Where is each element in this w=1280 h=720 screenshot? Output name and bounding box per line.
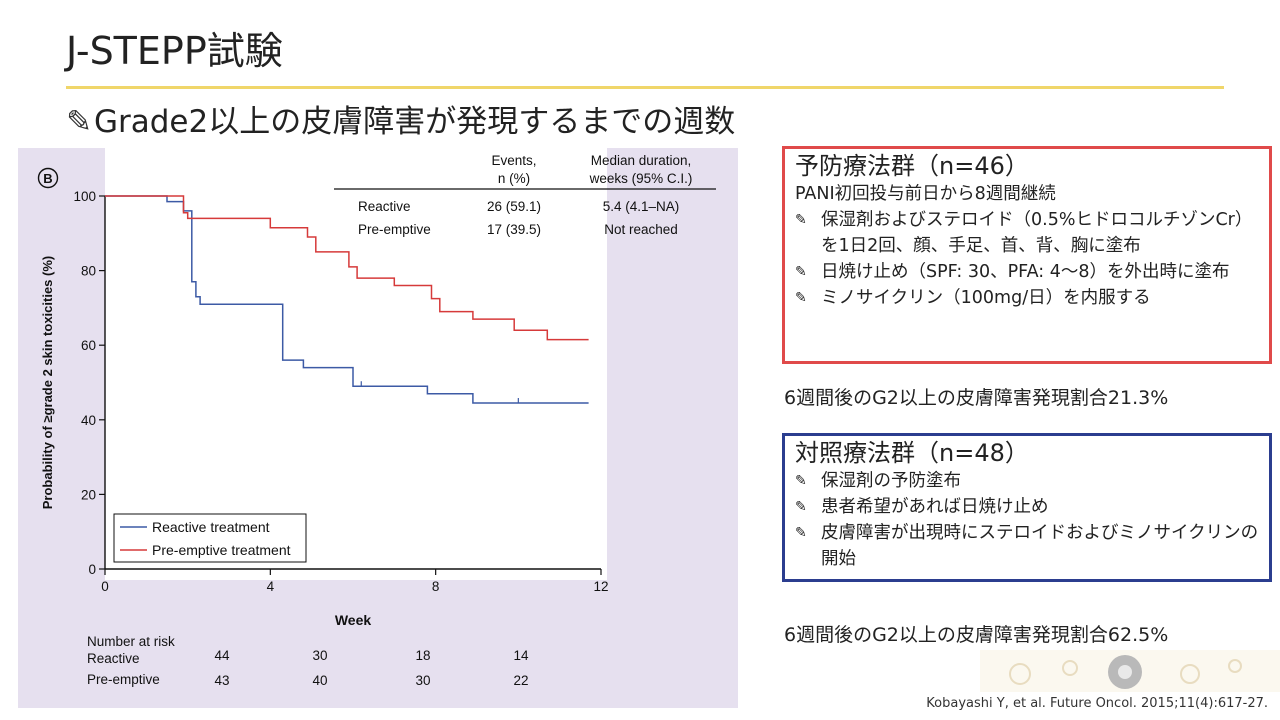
pen-icon: ✎	[795, 212, 807, 228]
pen-icon: ✎	[795, 264, 807, 280]
risk-value: 22	[513, 673, 528, 688]
risk-row-label: Pre-emptive	[87, 672, 160, 687]
preventive-result: 6週間後のG2以上の皮膚障害発現割合21.3%	[784, 387, 1169, 409]
events-row-median: Not reached	[604, 222, 678, 237]
plot-area	[105, 148, 607, 580]
y-tick-label: 0	[88, 562, 96, 577]
control-group-box: 対照療法群（n=48） ✎ 保湿剤の予防塗布 ✎ 患者希望があれば日焼け止め ✎ 皮膚…	[782, 433, 1272, 582]
preventive-bullet: ✎ 保湿剤およびステロイド（0.5%ヒドロコルチゾンCr）を1日2回、顔、手足、首…	[795, 207, 1259, 259]
x-tick-label: 4	[267, 579, 275, 594]
decorative-floral-pattern	[980, 650, 1280, 692]
preventive-group-box: 予防療法群（n=46） PANI初回投与前日から8週間継続 ✎ 保湿剤およびステロ…	[782, 146, 1272, 364]
km-series-line	[105, 195, 589, 341]
risk-value: 30	[415, 673, 430, 688]
slide-subtitle: ✎Grade2以上の皮膚障害が発現するまでの週数	[66, 96, 735, 141]
y-tick-label: 100	[73, 189, 96, 204]
x-tick-label: 0	[101, 579, 109, 594]
control-result: 6週間後のG2以上の皮膚障害発現割合62.5%	[784, 624, 1169, 646]
pen-icon: ✎	[795, 499, 807, 515]
median-header: weeks (95% C.I.)	[589, 171, 693, 186]
panel-label-circle	[37, 167, 59, 189]
subtitle-text: Grade2以上の皮膚障害が発現するまでの週数	[93, 104, 736, 140]
risk-value: 40	[312, 673, 327, 688]
x-tick-label: 12	[593, 579, 608, 594]
pen-icon: ✎	[795, 473, 807, 489]
x-axis-title: Week	[335, 612, 372, 628]
risk-table-header: Number at risk	[87, 634, 175, 649]
preventive-title: 予防療法群（n=46）	[795, 152, 1029, 180]
y-tick-label: 40	[81, 413, 96, 428]
preventive-lead: PANI初回投与前日から8週間継続	[795, 184, 1056, 204]
control-title: 対照療法群（n=48）	[795, 439, 1029, 467]
events-header: Events,	[491, 153, 536, 168]
y-axis-title: Probability of ≥grade 2 skin toxicities …	[40, 256, 55, 509]
title-divider	[66, 86, 1224, 89]
events-row-label: Pre-emptive	[358, 222, 431, 237]
citation: Kobayashi Y, et al. Future Oncol. 2015;1…	[926, 696, 1268, 711]
legend-box	[113, 513, 307, 563]
risk-row-label: Reactive	[87, 651, 140, 666]
panel-label: B	[43, 171, 52, 186]
legend-label: Pre-emptive treatment	[152, 542, 291, 558]
y-tick-label: 80	[81, 264, 96, 279]
pen-icon: ✎	[795, 290, 807, 306]
control-bullet: ✎ 患者希望があれば日焼け止め	[795, 494, 1259, 520]
kaplan-meier-chart: 0 20 40 60 80 100 0 4 8 12 Week Probability of ≥gra…	[37, 148, 716, 688]
slide-title: J-STEPP試験	[66, 29, 283, 73]
events-header: n (%)	[498, 171, 530, 186]
kaplan-meier-figure: 0 20 40 60 80 100 0 4 8 12 Week Probability of ≥gra…	[18, 148, 738, 708]
preventive-bullet: ✎ ミノサイクリン（100mg/日）を内服する	[795, 285, 1259, 311]
legend-label: Reactive treatment	[152, 519, 270, 535]
y-tick-label: 60	[81, 338, 96, 353]
preventive-bullet: ✎ 日焼け止め（SPF: 30、PFA: 4〜8）を外出時に塗布	[795, 259, 1259, 285]
risk-value: 14	[513, 648, 529, 663]
pen-icon: ✎	[66, 104, 92, 140]
risk-value: 44	[214, 648, 230, 663]
events-row-median: 5.4 (4.1–NA)	[603, 199, 680, 214]
risk-value: 43	[214, 673, 229, 688]
median-header: Median duration,	[591, 153, 692, 168]
pen-icon: ✎	[795, 525, 807, 541]
control-bullet: ✎ 保湿剤の予防塗布	[795, 468, 1259, 494]
y-tick-label: 20	[81, 487, 96, 502]
risk-value: 18	[415, 648, 430, 663]
risk-value: 30	[312, 648, 327, 663]
x-tick-label: 8	[432, 579, 440, 594]
events-row-label: Reactive	[358, 199, 411, 214]
events-row-value: 26 (59.1)	[487, 199, 541, 214]
control-bullet: ✎ 皮膚障害が出現時にステロイドおよびミノサイクリンの開始	[795, 520, 1259, 572]
events-row-value: 17 (39.5)	[487, 222, 541, 237]
